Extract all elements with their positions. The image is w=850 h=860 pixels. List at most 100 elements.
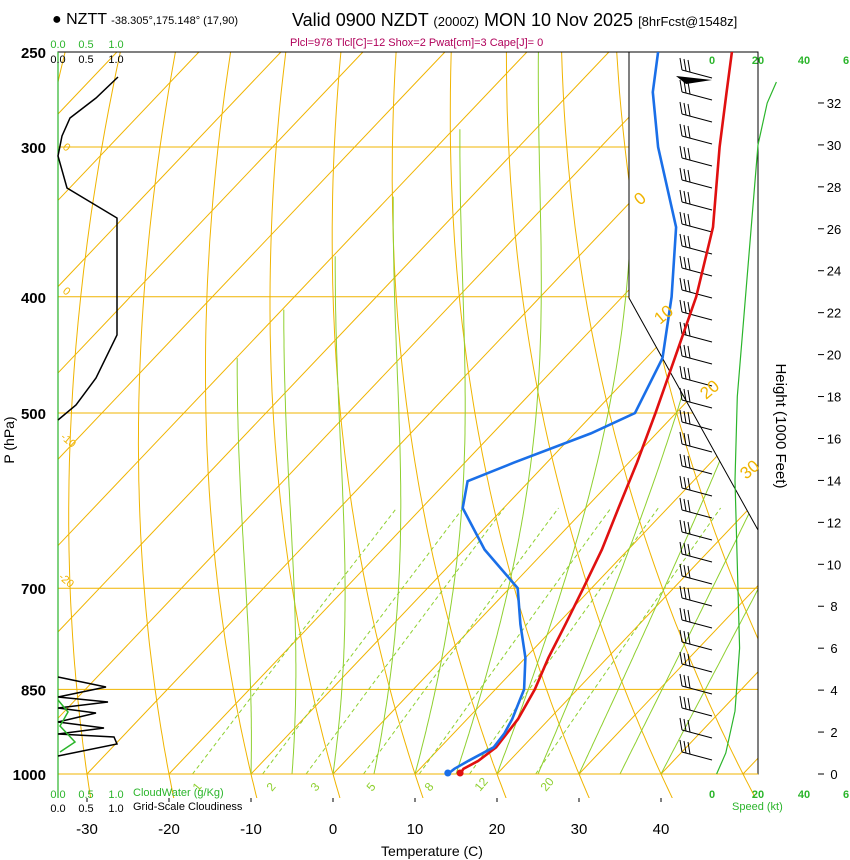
wind-barb-feather (687, 631, 691, 645)
wind-barb-staff (681, 575, 713, 585)
wind-barb-feather (683, 432, 687, 446)
wind-barb-feather (679, 123, 683, 137)
wind-barb-feather (683, 410, 687, 424)
height-tick-label: 24 (827, 264, 841, 279)
upper-cloudiness-profile (57, 76, 119, 421)
mixing-ratio-line (418, 507, 612, 775)
dry-adiabat (449, 52, 590, 798)
wind-barb-feather (679, 519, 683, 533)
wind-barb-feather (679, 431, 683, 445)
temperature-tick-label: 30 (571, 821, 588, 838)
wind-barb-feather (683, 718, 687, 732)
wind-barb-staff (681, 91, 713, 101)
moist-adiabat (373, 196, 402, 775)
wind-barb-feather (683, 476, 687, 490)
height-tick-label: 20 (827, 348, 841, 363)
height-tick-label: 8 (830, 599, 837, 614)
wind-barb-staff (681, 663, 713, 673)
moist-adiabat (283, 309, 297, 775)
wind-barb-feather (687, 433, 691, 447)
wind-barb-feather (679, 277, 683, 291)
mixing-ratio-label: 8 (422, 780, 437, 794)
mixing-ratio-line (262, 507, 464, 775)
pressure-tick-label: 250 (21, 45, 46, 62)
wind-barb-feather (683, 234, 687, 248)
wind-barb-staff (681, 619, 713, 629)
wind-barb-feather (687, 455, 691, 469)
wind-barb-feather (683, 80, 687, 94)
wind-barb-feather (687, 521, 691, 535)
wind-barb-staff (681, 135, 713, 145)
left-isotherm-label: -10 (58, 431, 78, 450)
isotherm-line (58, 52, 446, 460)
wind-barb-staff (681, 179, 713, 189)
wind-barb-feather (687, 411, 691, 425)
valid-time: Valid 0900 NZDT (292, 10, 429, 30)
isotherm-line (58, 52, 528, 547)
upper-right-edge (628, 52, 758, 531)
dry-adiabat (391, 52, 507, 798)
wind-barb-staff (681, 487, 713, 497)
wind-barb-feather (687, 191, 691, 205)
wind-barb-feather (683, 520, 687, 534)
cloud-water-bottom-tick: 0.0 (50, 789, 65, 801)
wind-barb-staff (681, 333, 713, 343)
temperature-tick-label: 20 (489, 821, 506, 838)
mixing-ratio-label: 5 (364, 780, 379, 794)
isotherm-line (58, 52, 200, 202)
cloudiness-bottom-tick: 0.0 (50, 803, 65, 815)
height-tick-label: 10 (827, 557, 841, 572)
isotherm-line (250, 239, 758, 775)
mixing-ratio-label: 3 (308, 780, 323, 794)
wind-barb-feather (679, 607, 683, 621)
pressure-tick-label: 500 (21, 406, 46, 423)
speed-top-tick: 40 (798, 55, 810, 67)
wind-barb-feather (679, 255, 683, 269)
wind-barb-staff (681, 553, 713, 563)
valid-time-header: Valid 0900 NZDT (2000Z) MON 10 Nov 2025 … (292, 10, 737, 31)
pressure-tick-label: 1000 (13, 767, 46, 784)
pressure-tick-label: 400 (21, 290, 46, 307)
wind-barb-feather (679, 79, 683, 93)
wind-barb-feather (679, 321, 683, 335)
station-header: ● NZTT -38.305°,175.148° (17,90) (52, 11, 238, 29)
cloudiness-top-tick: 0.0 (50, 54, 65, 66)
wind-barb-feather (679, 211, 683, 225)
wind-barb-feather (687, 653, 691, 667)
wind-barb-feather (679, 717, 683, 731)
wind-barb-feather (687, 103, 691, 117)
speed-bottom-tick: 6 (843, 789, 849, 801)
wind-barb-feather (683, 542, 687, 556)
wind-barb-feather (683, 124, 687, 138)
mixing-ratio-line (305, 507, 505, 775)
wind-barb-staff (681, 443, 713, 453)
wind-barb-pennant (676, 76, 712, 84)
wind-barb-staff (681, 421, 713, 431)
wind-barb-feather (687, 389, 691, 403)
dry-adiabat (269, 52, 341, 798)
wind-barb-feather (679, 409, 683, 423)
temperature-tick-label: -30 (76, 821, 98, 838)
mixing-ratio-line (469, 507, 659, 775)
wind-barb-staff (681, 597, 713, 607)
wind-barb-feather (687, 697, 691, 711)
wind-barb-feather (683, 212, 687, 226)
cloud-water-profile (57, 699, 77, 753)
wind-barb-feather (687, 587, 691, 601)
wind-barb-feather (679, 233, 683, 247)
wind-barb-feather (679, 57, 683, 71)
utc-time: (2000Z) (433, 14, 479, 29)
wind-barb-staff (681, 641, 713, 651)
surface-temperature-marker (456, 769, 464, 777)
wind-barb-feather (679, 695, 683, 709)
left-isotherm-label: 0 (60, 141, 72, 154)
temperature-tick-label: 10 (407, 821, 424, 838)
mixing-ratio-line (363, 507, 559, 775)
wind-barb-feather (679, 673, 683, 687)
wind-barb-feather (687, 59, 691, 73)
wind-speed-profile: 0 20 40 60 20 40 6 (709, 55, 849, 801)
isotherm-line (58, 52, 692, 719)
wind-barb-feather (679, 453, 683, 467)
mixing-ratio-line (535, 507, 722, 775)
pressure-tick-label: 300 (21, 140, 46, 157)
